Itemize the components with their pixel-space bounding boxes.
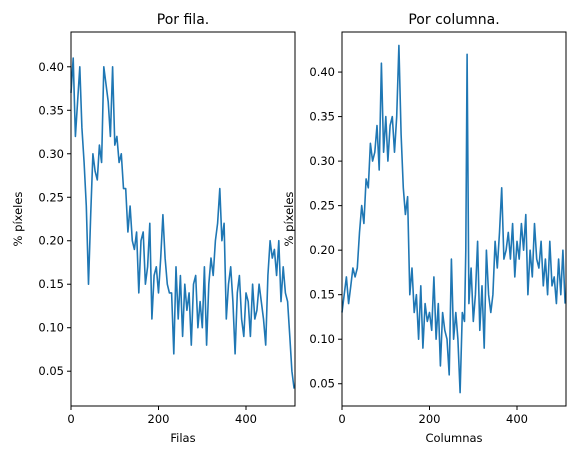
- x-tick-label: 400: [506, 412, 528, 426]
- y-tick-label: 0.05: [38, 364, 64, 378]
- y-tick-label: 0.25: [38, 190, 64, 204]
- y-tick-label: 0.10: [38, 321, 64, 335]
- y-tick-label: 0.40: [38, 60, 64, 74]
- x-tick-label: 0: [67, 412, 74, 426]
- x-tick-label: 200: [419, 412, 441, 426]
- subplot-por-columna: Por columna. Columnas % píxeles 0 200 400 …: [282, 12, 567, 445]
- y-tick-label: 0.15: [38, 277, 64, 291]
- y-tick-label: 0.20: [309, 243, 335, 257]
- series-line: [341, 44, 566, 394]
- y-tick-label: 0.05: [309, 377, 335, 391]
- y-tick-label: 0.10: [309, 332, 335, 346]
- y-tick-label: 0.35: [38, 103, 64, 117]
- chart-title: Por fila.: [157, 12, 209, 28]
- series-line: [70, 57, 295, 389]
- chart-title: Por columna.: [408, 12, 499, 28]
- x-tick-label: 200: [148, 412, 170, 426]
- y-tick-label: 0.20: [38, 234, 64, 248]
- x-axis-label: Columnas: [425, 431, 482, 445]
- subplot-por-fila: Por fila. Filas % píxeles 0 200 400 0.050.…: [11, 12, 296, 445]
- y-ticks: 0.05 0.10 0.15 0.20 0.25 0.30 0.35 0.40: [309, 65, 342, 391]
- y-tick-label: 0.35: [309, 110, 335, 124]
- x-tick-label: 0: [338, 412, 345, 426]
- x-ticks: 0 200 400: [67, 406, 257, 426]
- plot-area: [341, 31, 567, 407]
- y-tick-label: 0.40: [309, 65, 335, 79]
- y-tick-label: 0.15: [309, 288, 335, 302]
- y-axis-label: % píxeles: [11, 192, 25, 247]
- x-axis-label: Filas: [170, 431, 195, 445]
- x-ticks: 0 200 400: [338, 406, 528, 426]
- plot-area: [70, 31, 296, 407]
- y-ticks: 0.05 0.10 0.15 0.20 0.25 0.30 0.35 0.40: [38, 60, 71, 378]
- y-axis-label: % píxeles: [282, 192, 296, 247]
- y-tick-label: 0.30: [309, 154, 335, 168]
- y-tick-label: 0.25: [309, 199, 335, 213]
- x-tick-label: 400: [235, 412, 257, 426]
- y-tick-label: 0.30: [38, 147, 64, 161]
